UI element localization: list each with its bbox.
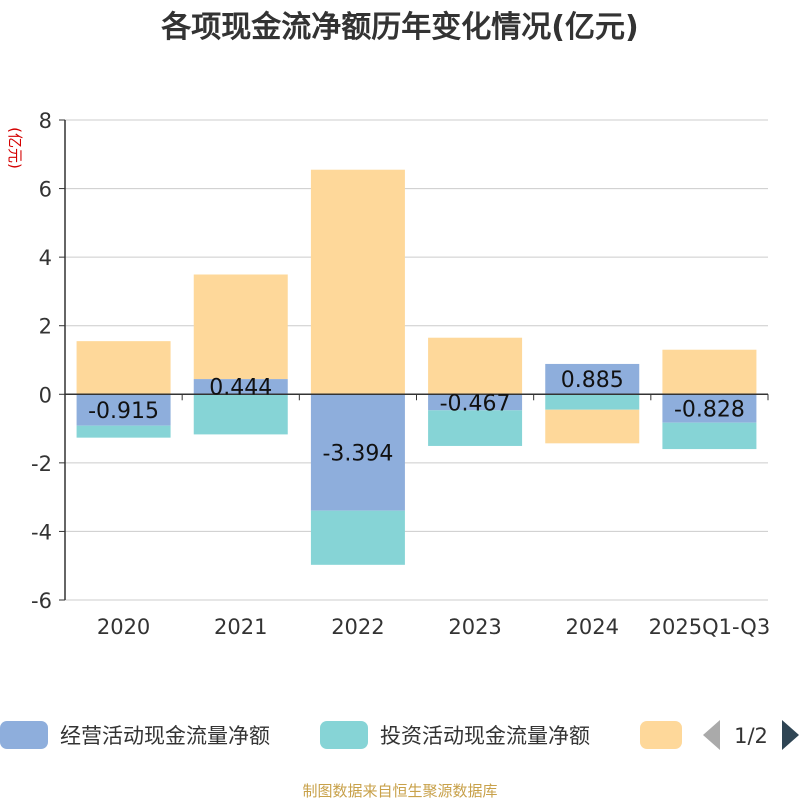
y-tick-label: 2 (39, 315, 52, 339)
bar-investing[interactable] (428, 410, 523, 446)
bar-financing[interactable] (76, 341, 171, 395)
legend-item[interactable] (640, 721, 682, 749)
legend-prev-page-icon[interactable] (703, 720, 720, 750)
chart-title: 各项现金流净额历年变化情况(亿元) (160, 10, 638, 45)
bar-investing[interactable] (310, 510, 405, 565)
legend-label: 投资活动现金流量净额 (380, 724, 590, 748)
data-label: -0.828 (674, 397, 745, 422)
bar-investing[interactable] (662, 422, 757, 450)
data-label: 0.444 (209, 376, 272, 401)
data-source-note: 制图数据来自恒生聚源数据库 (302, 782, 497, 800)
bar-operating[interactable] (662, 394, 757, 423)
bar-financing[interactable] (193, 274, 288, 380)
y-tick-label: -2 (31, 452, 52, 476)
bar-financing[interactable] (545, 409, 640, 444)
bar-operating[interactable] (76, 394, 171, 426)
data-label: 0.885 (561, 368, 624, 393)
x-tick-label: 2025Q1-Q3 (649, 615, 771, 639)
y-tick-label: 0 (39, 383, 52, 407)
legend-page-indicator: 1/2 (734, 724, 768, 748)
y-tick-label: 4 (39, 246, 52, 270)
bar-investing[interactable] (76, 425, 171, 438)
data-label: -0.467 (440, 391, 511, 416)
bar-financing[interactable] (310, 169, 405, 395)
legend-item[interactable]: 投资活动现金流量净额 (320, 721, 590, 749)
y-tick-label: 8 (39, 109, 52, 133)
y-tick-label: -6 (31, 589, 52, 613)
x-tick-label: 2024 (566, 615, 619, 639)
bars (76, 169, 757, 565)
x-tick-label: 2022 (331, 615, 384, 639)
bar-operating[interactable] (310, 394, 405, 511)
data-label: -3.394 (322, 441, 393, 466)
grid-lines (65, 119, 768, 601)
bar-operating[interactable] (193, 379, 288, 395)
bar-investing[interactable] (193, 394, 288, 435)
legend-item[interactable]: 经营活动现金流量净额 (0, 721, 270, 749)
axes: 8 6 4 2 0 -2 -4 -6 2020 2021 2022 2023 2024 2025Q1-Q3 (31, 109, 770, 639)
data-labels: -0.915 0.444 -3.394 -0.467 0.885 -0.828 (88, 368, 745, 466)
bar-financing[interactable] (428, 337, 523, 395)
x-tick-label: 2021 (214, 615, 267, 639)
y-axis-unit-label: (亿元) (6, 127, 24, 169)
y-tick-label: 6 (39, 178, 52, 202)
x-tick-label: 2020 (97, 615, 150, 639)
legend-swatch (0, 721, 48, 749)
bar-financing[interactable] (662, 349, 757, 395)
legend-next-page-icon[interactable] (782, 720, 799, 750)
legend-swatch (640, 721, 682, 749)
bar-operating[interactable] (428, 394, 523, 411)
y-tick-label: -4 (31, 520, 52, 544)
legend-label: 经营活动现金流量净额 (60, 724, 270, 748)
legend: 经营活动现金流量净额 投资活动现金流量净额 1/2 (0, 720, 799, 750)
bar-investing[interactable] (545, 394, 640, 410)
legend-swatch (320, 721, 368, 749)
bar-operating[interactable] (545, 363, 640, 395)
x-tick-label: 2023 (448, 615, 501, 639)
data-label: -0.915 (88, 399, 159, 424)
